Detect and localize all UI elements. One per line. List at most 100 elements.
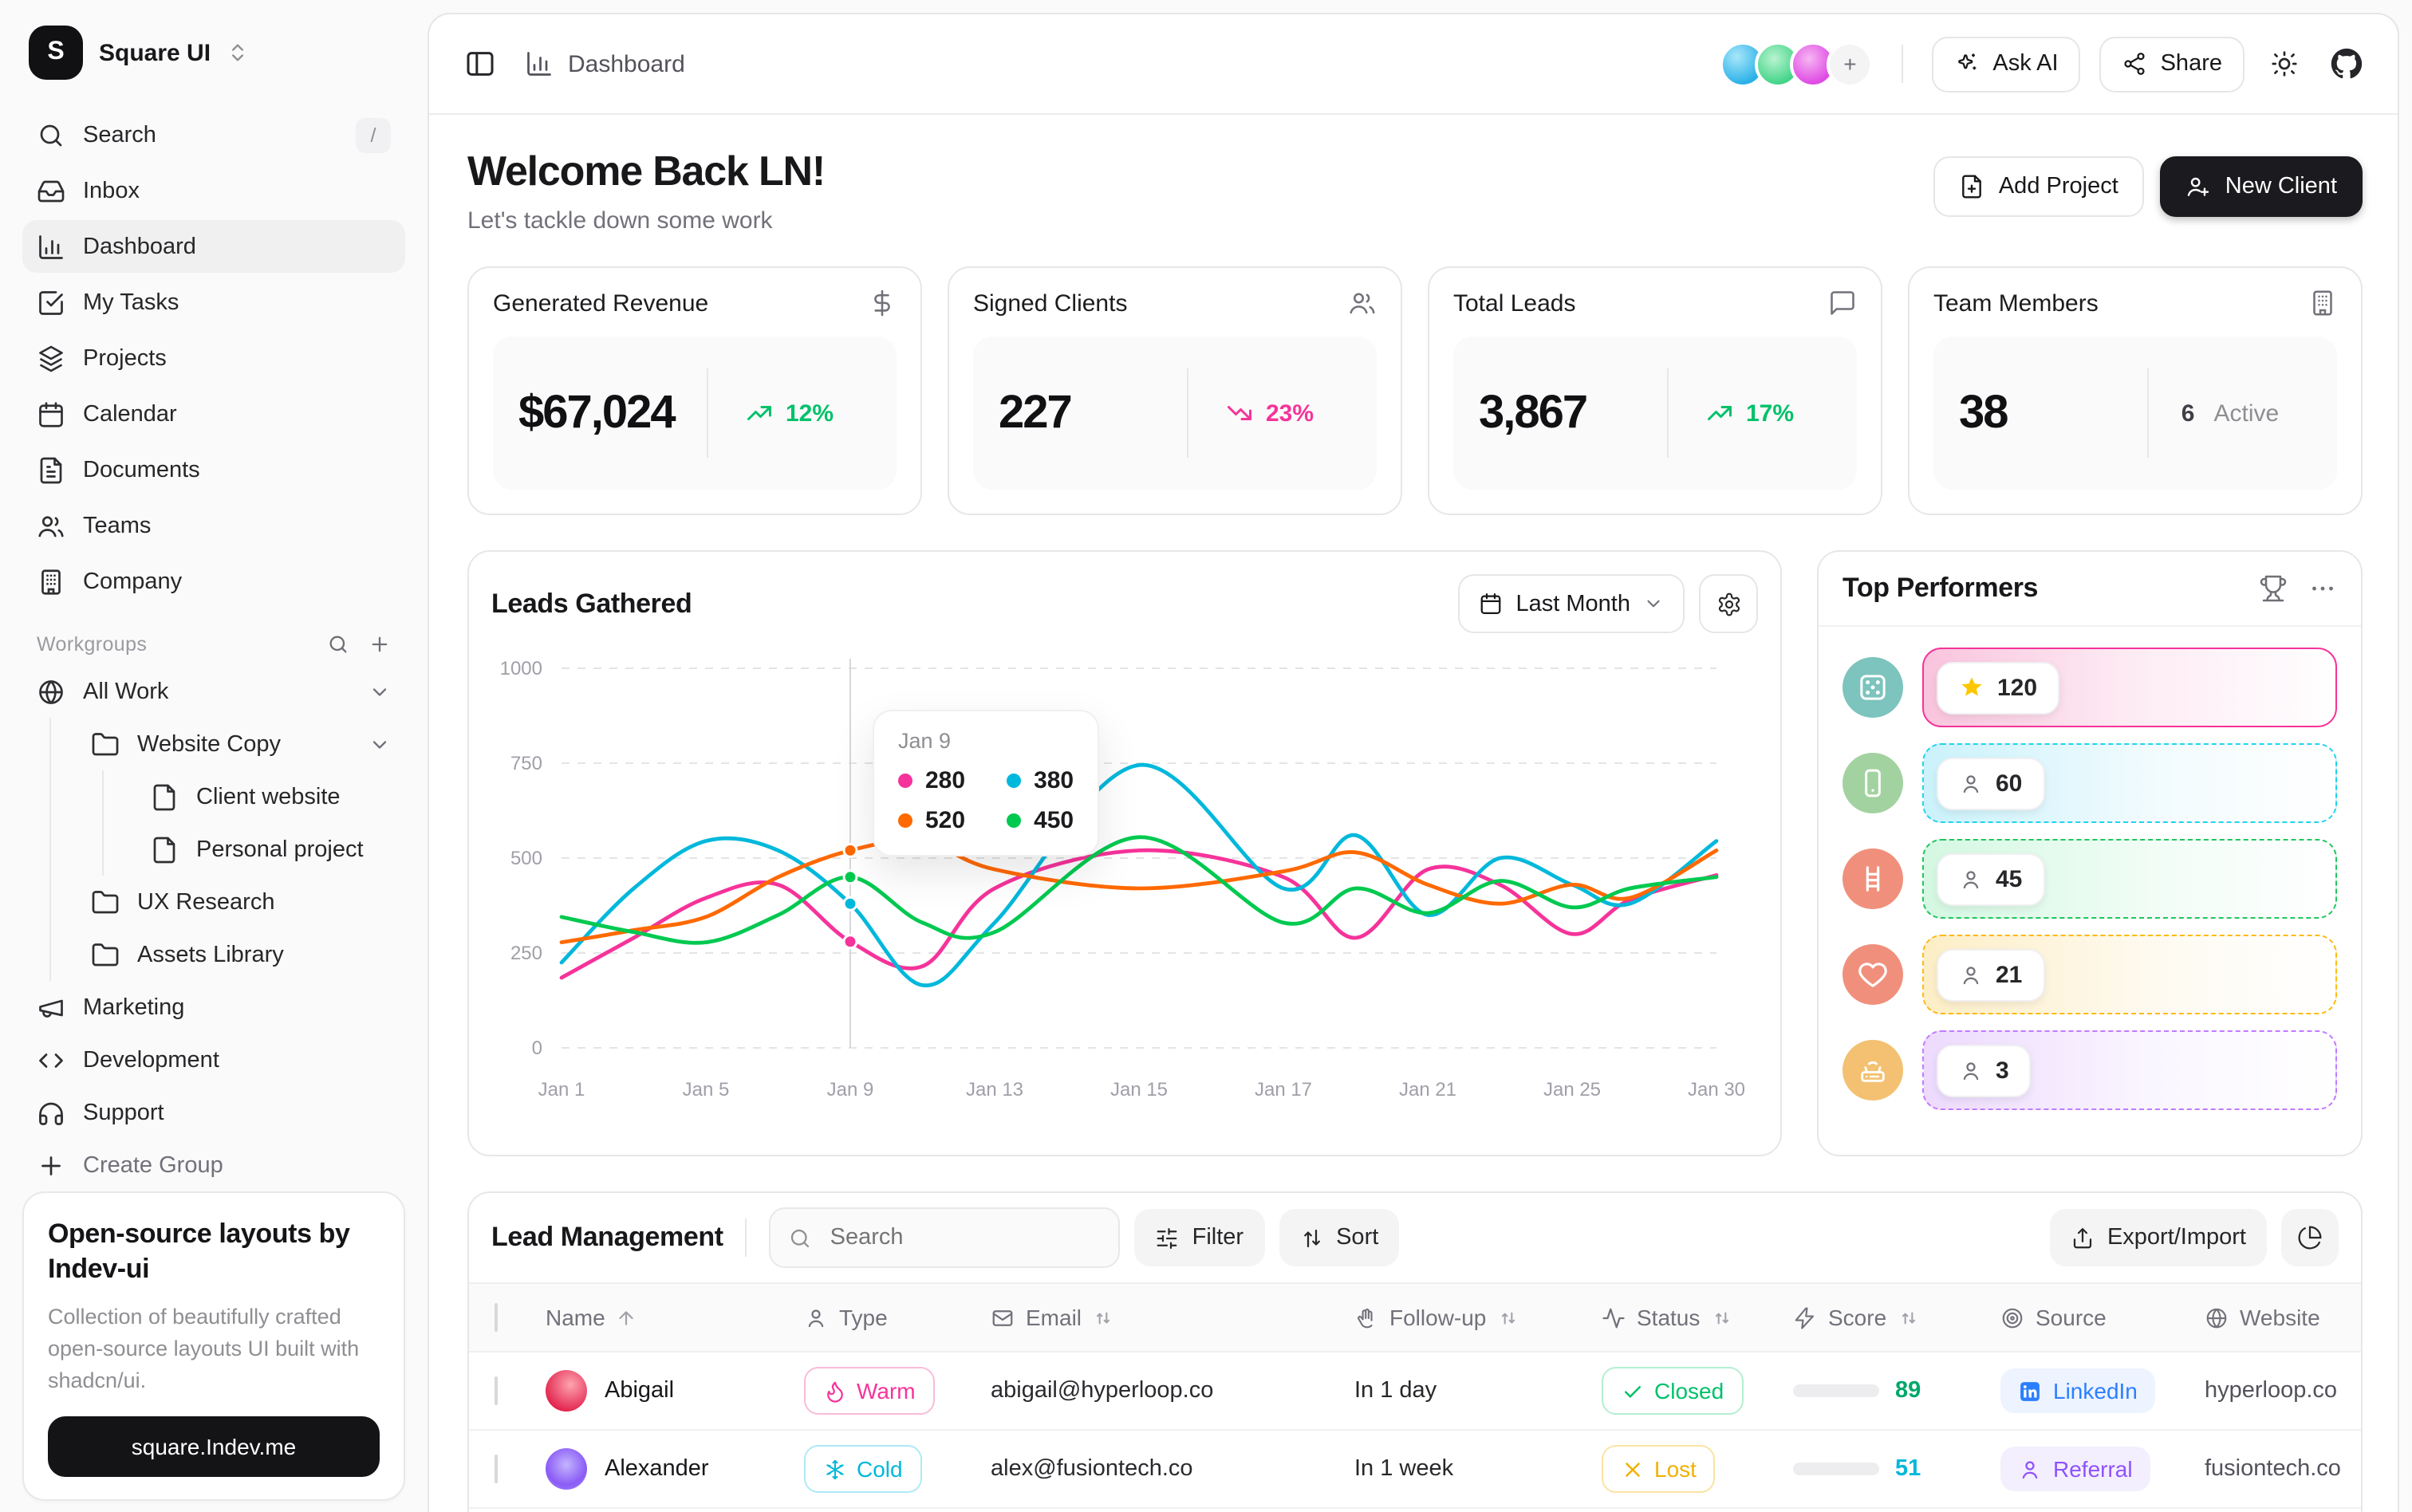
breadcrumb[interactable]: Dashboard [568,50,685,77]
user-icon [1963,1061,1979,1080]
svg-text:Jan 15: Jan 15 [1110,1079,1168,1101]
sidebar: S Square UI Search / Inbox Dashboard [0,0,428,1512]
collaborator-avatars: + [1720,41,1874,87]
users-icon [37,511,65,540]
user-icon [1963,870,1979,888]
bar-chart-icon [37,232,65,261]
performer-score-chip: 60 [1937,757,2045,809]
lead-email: abigail@hyperloop.co [991,1378,1214,1404]
share-button[interactable]: Share [2099,36,2244,92]
chart-settings-button[interactable] [1699,574,1758,633]
sidebar-toggle-button[interactable] [458,41,503,86]
performer-avatar [1843,1040,1903,1101]
calendar-icon [37,400,65,428]
table-row[interactable]: WarmClosed [469,1509,2361,1512]
search-input[interactable] [826,1223,1102,1252]
arrow-up-icon [620,1310,634,1325]
chart-tooltip: Jan 9 280 380 520 450 [873,710,1100,856]
avatar [546,1370,587,1412]
column-header-name[interactable]: Name [546,1305,804,1330]
performer-row[interactable]: 45 [1843,839,2337,919]
svg-text:Jan 1: Jan 1 [538,1079,585,1101]
type-badge: Cold [804,1445,922,1493]
code-icon [37,1045,65,1074]
performer-avatar [1843,849,1903,909]
performer-row[interactable]: 120 [1843,648,2337,727]
tree-item-development[interactable]: Development [22,1034,405,1086]
sidebar-item-documents[interactable]: Documents [22,443,405,496]
promo-link-button[interactable]: square.Indev.me [48,1416,380,1478]
performer-row[interactable]: 60 [1843,743,2337,823]
lead-followup: In 1 week [1354,1456,1454,1482]
leads-gathered-card: Leads Gathered Last Month 0 250 500 750 1000… [467,550,1782,1156]
filter-button[interactable]: Filter [1134,1209,1265,1266]
mail-icon [992,1309,1013,1325]
sidebar-item-inbox[interactable]: Inbox [22,164,405,217]
flame-icon [827,1380,843,1402]
date-range-select[interactable]: Last Month [1458,574,1685,633]
tree-item-assets-library[interactable]: Assets Library [77,928,405,981]
sidebar-item-teams[interactable]: Teams [22,499,405,552]
sidebar-item-label: Company [83,569,183,594]
stat-label: Team Members [1933,289,2099,317]
line-chart[interactable]: 0 250 500 750 1000 Jan 1 Jan 5 Jan 9 Jan 13 Jan 1… [491,646,1758,1134]
create-group-button[interactable]: Create Group [22,1139,405,1191]
tree-item-marketing[interactable]: Marketing [22,981,405,1034]
stat-label: Total Leads [1453,289,1576,317]
tree-item-support[interactable]: Support [22,1086,405,1139]
tree-item-personal-project[interactable]: Personal project [136,823,405,876]
column-header-status[interactable]: Status [1602,1305,1793,1330]
table-row[interactable]: Alexander Cold alex@fusiontech.co In 1 week… [469,1431,2361,1509]
workgroups-search-icon[interactable] [327,633,349,656]
welcome-section: Welcome Back LN! Let's tackle down some … [467,147,2363,234]
sidebar-item-projects[interactable]: Projects [22,332,405,384]
tree-item-website-copy[interactable]: Website Copy [77,718,405,770]
tree-item-label: Client website [196,784,341,809]
more-options-icon[interactable] [2308,574,2337,603]
pie-chart-button[interactable] [2281,1209,2339,1266]
table-row[interactable]: Abigail Warm abigail@hyperloop.co In 1 day C… [469,1353,2361,1431]
plus-icon [37,1151,65,1179]
sort-arrows-icon [1902,1311,1915,1324]
check-icon [1625,1385,1641,1397]
add-collaborator-button[interactable]: + [1827,41,1874,87]
add-project-button[interactable]: Add Project [1933,156,2144,217]
sidebar-item-company[interactable]: Company [22,555,405,608]
tree-item-all-work[interactable]: All Work [22,665,405,718]
promo-title: Open-source layouts by Indev-ui [48,1219,350,1284]
sidebar-item-my-tasks[interactable]: My Tasks [22,276,405,329]
workgroups-tree: All Work Website Copy Client website [22,665,405,1191]
layers-icon [37,344,65,372]
performer-row[interactable]: 21 [1843,935,2337,1014]
column-header-follow-up[interactable]: Follow-up [1354,1305,1602,1330]
sort-button[interactable]: Sort [1279,1209,1400,1266]
lead-search[interactable] [769,1207,1121,1268]
tree-item-ux-research[interactable]: UX Research [77,876,405,928]
github-icon[interactable] [2324,41,2369,86]
workgroups-add-icon[interactable] [368,633,391,656]
column-header-website[interactable]: Website [2205,1305,2361,1330]
select-all-checkbox[interactable] [495,1303,498,1332]
performer-row[interactable]: 3 [1843,1030,2337,1110]
lead-management-title: Lead Management [491,1222,723,1252]
column-header-email[interactable]: Email [991,1305,1354,1330]
export-import-button[interactable]: Export/Import [2049,1209,2267,1266]
row-checkbox[interactable] [495,1376,498,1405]
tree-item-label: Support [83,1100,164,1125]
ask-ai-button[interactable]: Ask AI [1932,36,2081,92]
theme-toggle-button[interactable] [2264,43,2305,85]
row-checkbox[interactable] [495,1455,498,1483]
hand-icon [1358,1307,1373,1328]
search-shortcut-key: / [356,117,391,152]
workspace-switcher[interactable]: S Square UI [22,22,405,83]
tree-item-client-website[interactable]: Client website [136,770,405,823]
sidebar-item-search[interactable]: Search / [22,108,405,161]
sidebar-item-calendar[interactable]: Calendar [22,388,405,440]
page-subtitle: Let's tackle down some work [467,207,773,234]
new-client-button[interactable]: New Client [2159,156,2363,217]
sidebar-item-dashboard[interactable]: Dashboard [22,220,405,273]
column-header-source[interactable]: Source [2000,1305,2205,1330]
column-header-score[interactable]: Score [1793,1305,2000,1330]
column-header-type[interactable]: Type [804,1305,991,1330]
